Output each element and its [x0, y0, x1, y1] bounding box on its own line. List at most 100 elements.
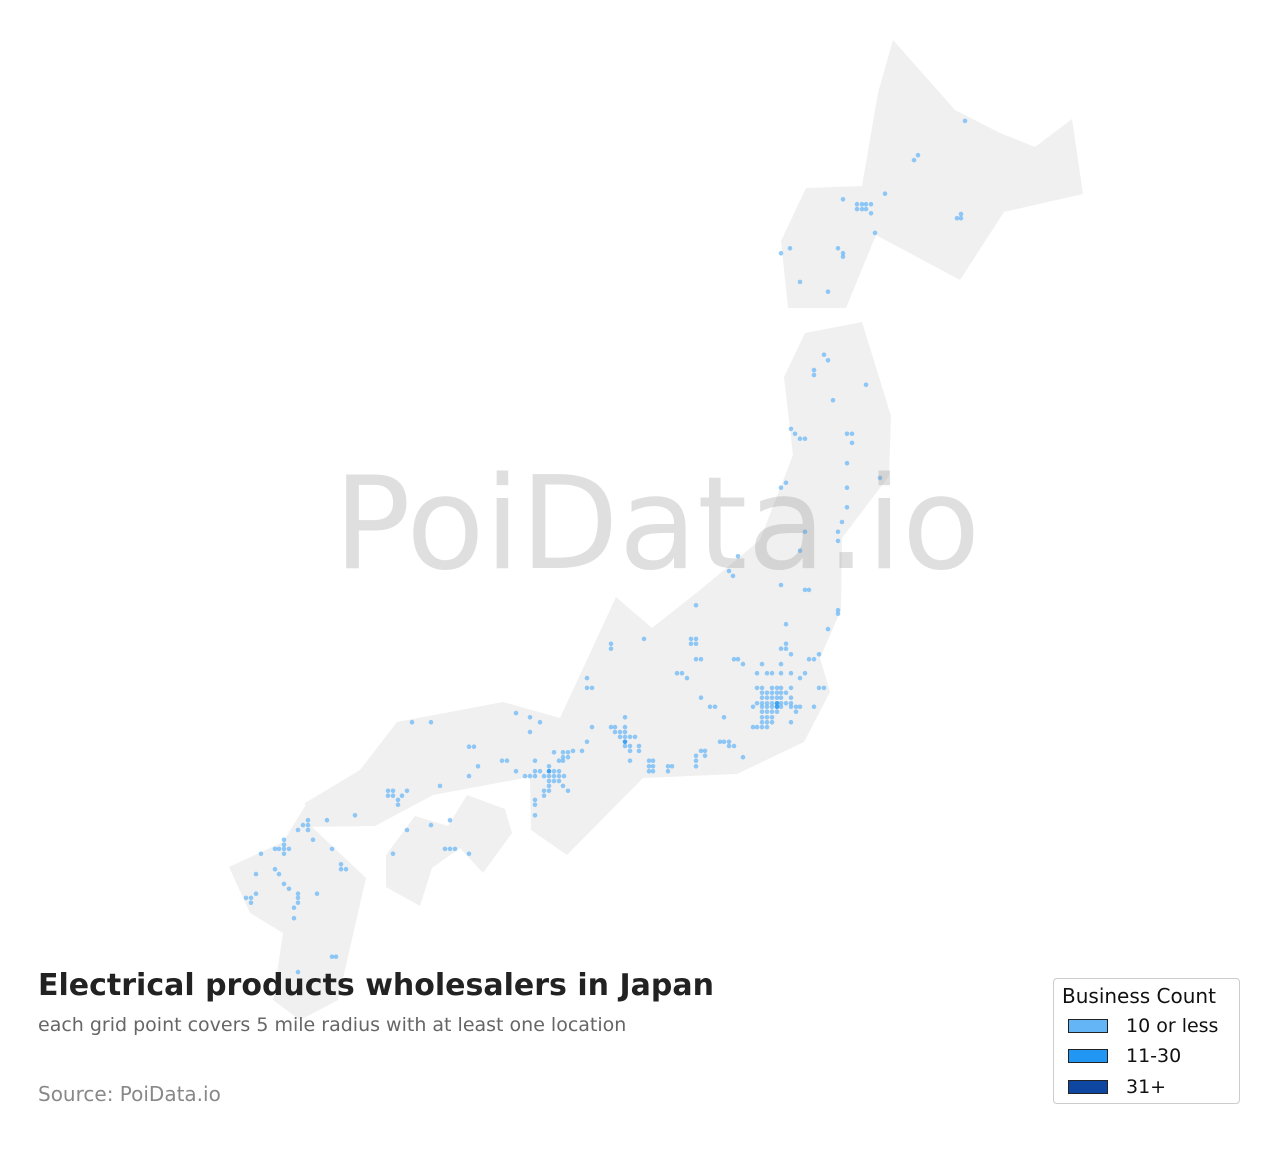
grid-point-low — [783, 690, 789, 696]
grid-point-low — [532, 797, 538, 803]
grid-point-low — [764, 690, 770, 696]
grid-point-low — [560, 750, 566, 755]
grid-point-low — [698, 748, 704, 754]
grid-point-low — [759, 709, 765, 714]
grid-point-low — [527, 715, 533, 720]
grid-point-low — [769, 704, 775, 710]
grid-point-low — [764, 704, 770, 710]
grid-point-low — [854, 206, 860, 212]
grid-point-low — [726, 743, 732, 749]
map-subtitle: each grid point covers 5 mile radius wit… — [38, 1014, 627, 1036]
grid-point-low — [863, 206, 869, 212]
grid-point-low — [612, 729, 618, 735]
grid-point-low — [636, 748, 642, 754]
grid-point-low — [447, 846, 453, 852]
grid-point-low — [750, 724, 756, 730]
grid-point-mid — [774, 701, 780, 706]
grid-point-low — [589, 685, 595, 691]
grid-point-low — [537, 719, 543, 725]
grid-point-low — [759, 704, 765, 710]
grid-point-low — [797, 675, 803, 681]
grid-point-low — [863, 382, 869, 388]
grid-point-low — [774, 709, 780, 714]
grid-point-low — [693, 758, 699, 763]
grid-point-low — [797, 704, 803, 710]
grid-point-low — [551, 773, 557, 779]
grid-point-low — [778, 685, 784, 691]
grid-point-low — [560, 758, 566, 763]
grid-point-low — [343, 866, 349, 872]
grid-point-low — [693, 656, 699, 662]
grid-point-low — [830, 397, 836, 403]
grid-point-low — [471, 744, 477, 749]
land-layer — [229, 40, 1083, 1020]
grid-point-low — [806, 587, 812, 593]
legend-swatch — [1068, 1049, 1108, 1063]
land-hokkaido — [781, 40, 1083, 308]
grid-point-low — [769, 670, 775, 676]
grid-point-low — [835, 611, 841, 616]
grid-point-low — [679, 670, 685, 676]
grid-point-low — [399, 793, 405, 798]
grid-point-low — [788, 704, 794, 710]
grid-point-low — [276, 871, 282, 877]
grid-point-low — [305, 817, 311, 823]
grid-point-low — [324, 817, 330, 823]
grid-point-low — [849, 431, 855, 437]
grid-point-low — [735, 554, 741, 559]
grid-point-low — [589, 724, 595, 730]
grid-point-low — [802, 670, 808, 676]
grid-point-low — [532, 758, 538, 763]
grid-point-low — [584, 685, 590, 691]
grid-point-low — [788, 685, 794, 691]
grid-point-low — [475, 764, 481, 769]
grid-point-low — [295, 900, 301, 906]
grid-point-low — [248, 895, 254, 901]
grid-point-low — [286, 983, 292, 989]
grid-point-low — [627, 748, 633, 754]
grid-point-low — [835, 529, 841, 535]
grid-point-low — [769, 695, 775, 700]
grid-point-low — [404, 827, 410, 833]
grid-point-low — [314, 891, 320, 896]
grid-point-low — [778, 690, 784, 696]
grid-point-low — [565, 750, 571, 755]
grid-point-low — [665, 764, 671, 769]
grid-points-layer — [243, 118, 968, 989]
grid-point-low — [740, 661, 746, 667]
grid-point-low — [793, 709, 799, 714]
grid-point-low — [561, 773, 567, 779]
grid-point-low — [447, 817, 453, 823]
grid-point-low — [839, 519, 845, 525]
grid-point-low — [281, 881, 287, 887]
grid-point-mid — [546, 768, 552, 774]
grid-point-low — [750, 704, 756, 710]
grid-point-low — [958, 211, 964, 217]
grid-point-low — [783, 480, 789, 486]
grid-point-low — [759, 724, 765, 730]
grid-point-low — [811, 367, 817, 373]
grid-point-low — [783, 646, 789, 651]
grid-point-low — [650, 758, 656, 763]
grid-point-low — [560, 783, 566, 789]
grid-point-low — [248, 900, 254, 906]
grid-point-low — [646, 758, 652, 763]
grid-point-low — [778, 661, 784, 667]
grid-point-low — [872, 230, 878, 236]
grid-point-low — [688, 641, 694, 647]
legend-swatch — [1068, 1080, 1108, 1094]
grid-point-low — [612, 724, 618, 730]
grid-point-low — [546, 764, 552, 769]
grid-point-low — [395, 802, 401, 808]
grid-point-low — [385, 788, 391, 794]
grid-point-low — [835, 538, 841, 544]
grid-point-low — [395, 797, 401, 803]
grid-point-low — [551, 768, 557, 774]
grid-point-low — [532, 773, 538, 779]
grid-point-low — [665, 768, 671, 774]
grid-point-low — [646, 764, 652, 769]
grid-point-low — [840, 197, 846, 202]
grid-point-low — [721, 739, 727, 745]
grid-point-low — [698, 656, 704, 662]
grid-point-low — [617, 734, 623, 740]
